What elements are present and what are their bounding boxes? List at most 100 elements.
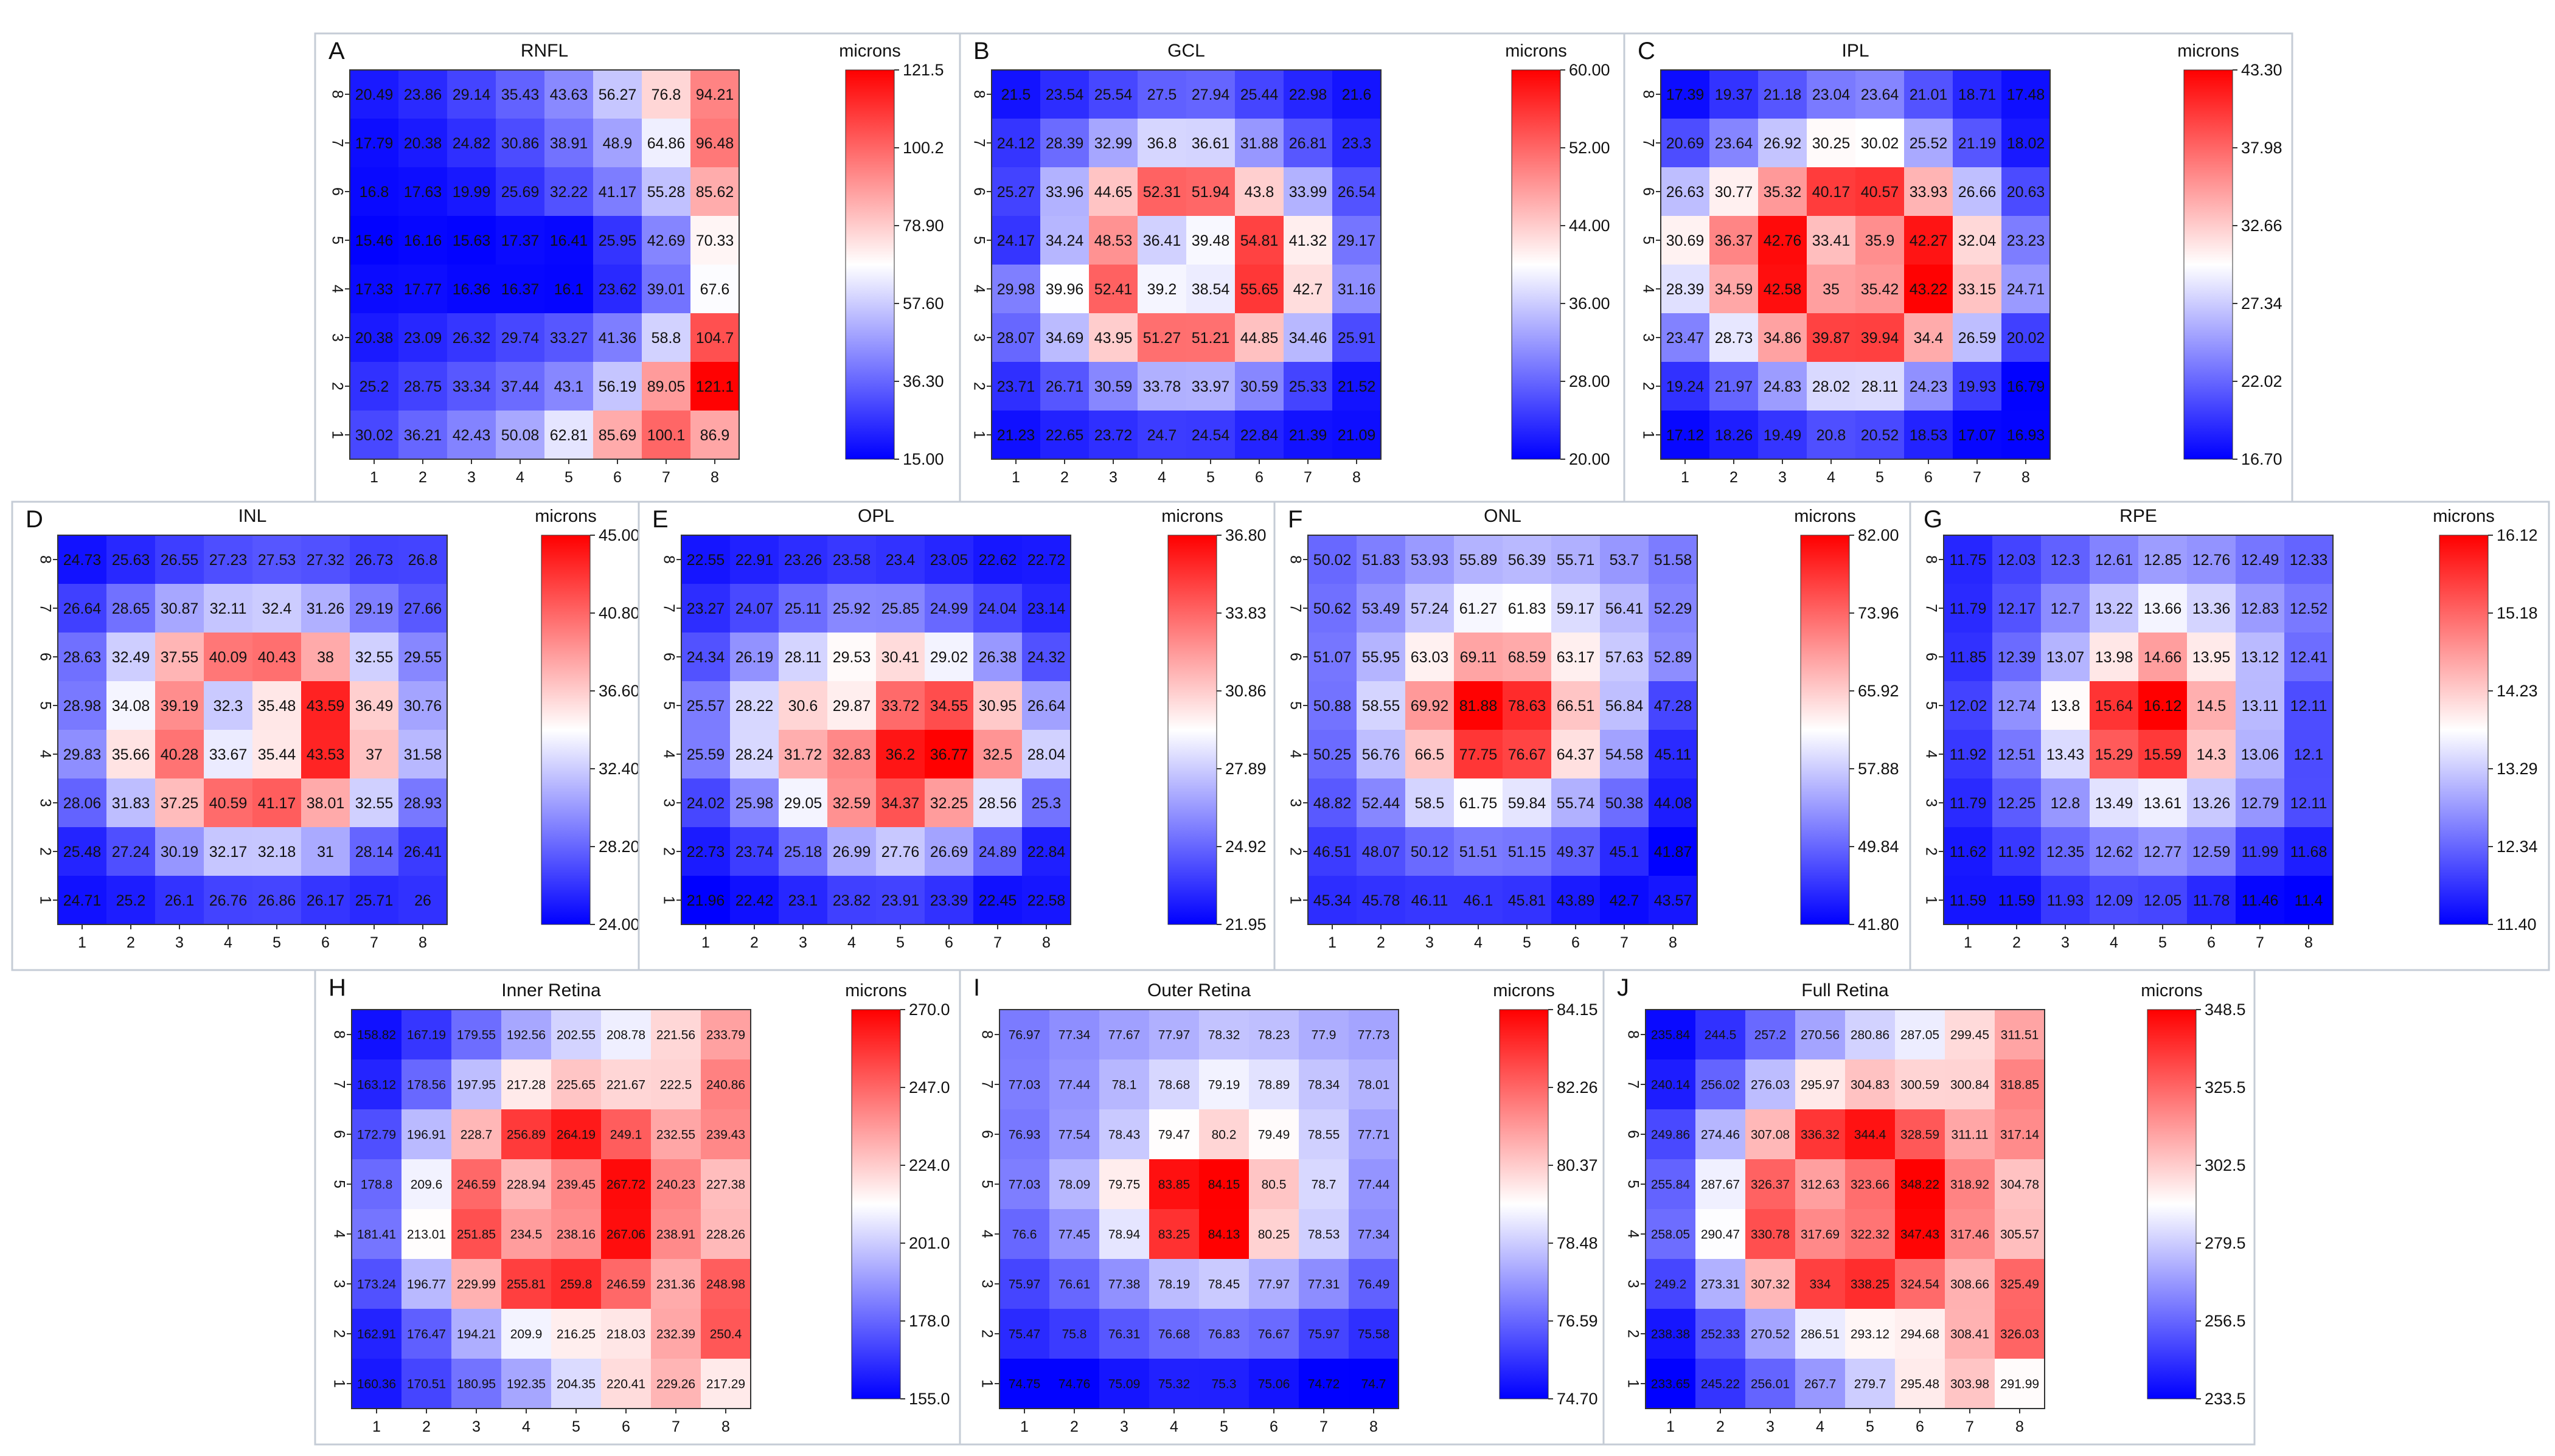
x-tick-label: 5 [896,934,905,951]
cell-value-label: 28.14 [355,844,394,861]
heatmap-cell [2236,827,2285,876]
y-tick-label: 2 [660,847,677,856]
heatmap-cell [1099,1259,1150,1309]
cell-value-label: 15.64 [2095,698,2133,715]
y-tick-label: 8 [970,90,987,99]
cell-value-label: 348.22 [1900,1178,1939,1192]
cell-value-label: 317.46 [1950,1228,1989,1242]
heatmap-cell [2001,362,2051,411]
heatmap-cell [681,876,731,925]
heatmap-cell [551,1010,602,1060]
x-tick-label: 5 [273,934,281,951]
cell-value-label: 300.59 [1900,1078,1939,1092]
heatmap-cell [925,778,974,828]
cell-value-label: 55.71 [1557,552,1595,569]
cell-value-label: 96.48 [696,135,734,152]
heatmap-cell [1454,633,1503,682]
cell-value-label: 35.43 [501,86,540,103]
cell-value-label: 330.78 [1751,1228,1790,1242]
cell-value-label: 197.95 [457,1078,496,1092]
cell-value-label: 26.8 [408,552,438,569]
cell-value-label: 76.67 [1258,1328,1290,1342]
cell-value-label: 326.03 [2000,1328,2039,1342]
x-tick-label: 7 [1973,469,1981,486]
heatmap-cell [106,535,156,584]
heatmap-cell [1695,1059,1746,1110]
heatmap-cell [501,1309,552,1359]
cell-value-label: 209.6 [411,1178,443,1192]
cell-value-label: 26.73 [355,552,394,569]
panel-letter: D [26,506,43,533]
heatmap-cell [992,119,1041,168]
y-tick-label: 7 [1624,1080,1641,1089]
heatmap-cell [301,730,350,779]
heatmap-cell [1649,778,1698,828]
heatmap-cell [398,362,448,411]
cell-value-label: 69.11 [1460,649,1497,666]
heatmap-cell [451,1209,502,1260]
heatmap-cell [1186,362,1236,411]
cell-value-label: 51.07 [1313,649,1352,666]
cell-value-label: 52.29 [1654,600,1692,617]
heatmap-cell [1895,1309,1945,1359]
y-tick-label: 2 [970,382,987,390]
cell-value-label: 16.36 [453,281,491,298]
y-tick-label: 4 [970,285,987,293]
heatmap-cell [1661,265,1710,314]
cell-value-label: 12.09 [2095,892,2133,909]
x-tick-label: 4 [522,1418,530,1435]
cell-value-label: 55.95 [1362,649,1400,666]
x-tick-label: 4 [1816,1418,1824,1435]
heatmap-cell [1249,1309,1299,1359]
heatmap-cell [1904,70,1953,119]
y-tick-label: 4 [1287,750,1304,758]
y-tick-label: 2 [1287,847,1304,856]
cell-value-label: 51.94 [1192,184,1230,201]
cell-value-label: 194.21 [457,1328,496,1342]
heatmap-cell [1992,876,2042,925]
heatmap-cell [1249,1109,1299,1160]
cell-value-label: 76.8 [652,86,681,103]
heatmap-cell [779,730,828,779]
colorbar-tick-label: 121.5 [903,61,944,79]
heatmap-cell [827,681,877,730]
cell-value-label: 196.91 [407,1128,446,1142]
cell-value-label: 240.86 [706,1078,745,1092]
heatmap-cell [1855,362,1905,411]
cell-value-label: 21.18 [1764,86,1802,103]
heatmap-cell [544,411,594,460]
y-tick-label: 6 [330,1130,347,1139]
x-tick-label: 1 [1964,934,1972,951]
heatmap-cell [1284,362,1333,411]
heatmap-cell [1795,1109,1846,1160]
heatmap-cell [1661,362,1710,411]
panel-title: INL [238,506,267,526]
heatmap-cell [1953,265,2002,314]
cell-value-label: 17.77 [404,281,442,298]
heatmap-cell [551,1359,602,1409]
cell-value-label: 12.11 [2290,795,2327,812]
cell-value-label: 75.3 [1212,1378,1237,1392]
x-tick-label: 2 [1060,469,1069,486]
heatmap-cell [1904,119,1953,168]
heatmap-cell [106,633,156,682]
cell-value-label: 29.98 [997,281,1035,298]
y-tick-label: 3 [328,333,346,342]
colorbar-tick-label: 24.00 [599,915,640,934]
cell-value-label: 12.7 [2051,600,2080,617]
cell-value-label: 47.28 [1654,698,1692,715]
heatmap-cell [352,1109,402,1160]
heatmap-cell [1649,584,1698,633]
cell-value-label: 11.59 [1950,892,1987,909]
cell-value-label: 24.71 [2007,281,2045,298]
cell-value-label: 26.38 [979,649,1017,666]
y-tick-label: 1 [328,431,346,439]
heatmap-cell [451,1010,502,1060]
heatmap-cell [352,1059,402,1110]
heatmap-cell [252,827,302,876]
heatmap-cell [1995,1159,2045,1210]
cell-value-label: 56.84 [1605,698,1644,715]
heatmap-cell [1040,265,1090,314]
cell-value-label: 55.74 [1557,795,1595,812]
heatmap-cell [1138,167,1187,217]
